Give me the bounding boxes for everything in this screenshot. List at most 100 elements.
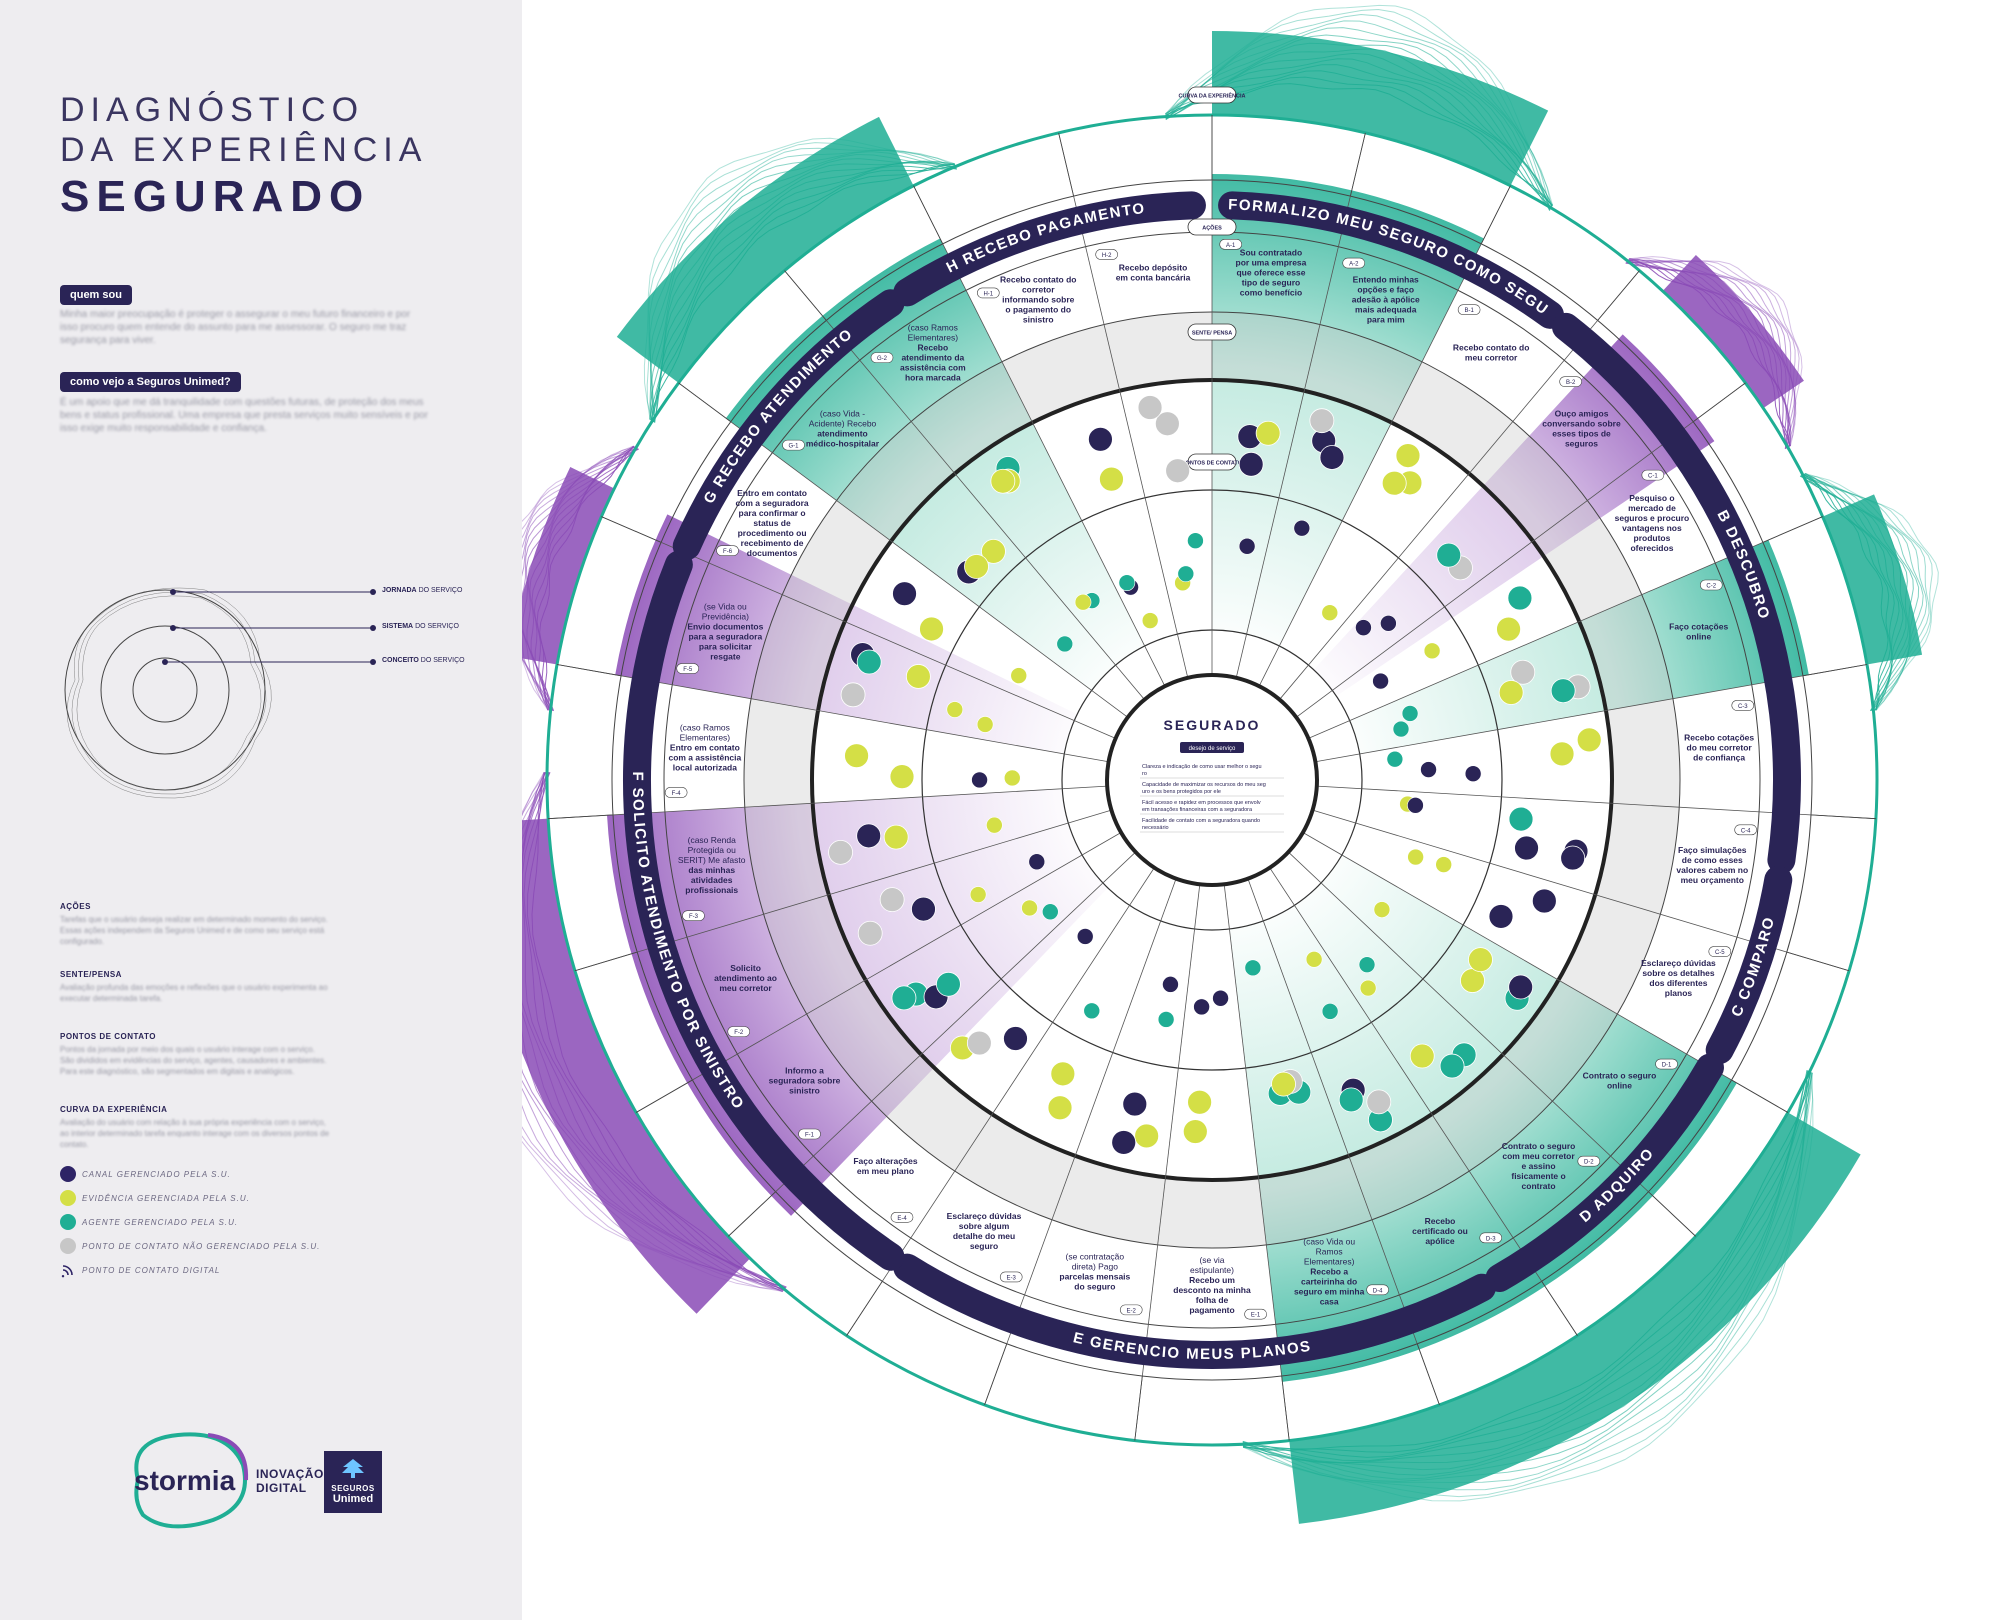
- mini-concentric-diagram: [64, 587, 376, 799]
- phase-bar: [893, 1253, 1496, 1369]
- action-text: Entro em contato: [737, 488, 807, 498]
- outer-divider: [1597, 270, 1640, 321]
- center-item-cont: uro e os bens protegidos por ele: [1142, 789, 1221, 795]
- touchpoint-dot: [1373, 901, 1391, 918]
- touchpoint-dot: [1381, 470, 1407, 496]
- outer-divider: [1802, 664, 1867, 677]
- action-text: com a assistência: [668, 752, 741, 762]
- legend-dot-teal: [60, 1214, 76, 1230]
- curve-fill: [1822, 494, 1923, 665]
- touchpoint-dot: [1154, 411, 1180, 437]
- action-text: desconto na minha: [1173, 1285, 1251, 1295]
- touchpoint-dot: [1118, 574, 1136, 592]
- touchpoint-dot: [1507, 585, 1533, 611]
- action-text: do seguro: [1074, 1281, 1115, 1291]
- touchpoint-dot: [1321, 1003, 1339, 1020]
- action-code: C-2: [1699, 579, 1723, 591]
- svg-text:C-1: C-1: [1648, 474, 1658, 480]
- svg-text:F-5: F-5: [683, 667, 693, 673]
- action-text: Entro em contato: [670, 742, 740, 752]
- center-item: Capacidade de maximizar os recursos do m…: [1142, 782, 1266, 788]
- action-text: Recebo: [917, 343, 948, 353]
- action-text: Entendo minhas: [1353, 275, 1419, 285]
- action-text: (se Vida ou: [704, 601, 747, 611]
- legend-dot-gray: [60, 1238, 76, 1254]
- action-text: Sou contratado: [1240, 247, 1302, 257]
- curve-fill: [522, 467, 615, 665]
- center-sub: desejo de serviço: [1189, 746, 1236, 752]
- action-text: (se contratação: [1066, 1251, 1125, 1261]
- section-curva-heading: CURVA DA EXPERIÊNCIA: [60, 1105, 168, 1114]
- action-code: C-5: [1708, 946, 1732, 957]
- action-text: Elementares): [1304, 1256, 1355, 1266]
- svg-text:E-4: E-4: [897, 1216, 907, 1222]
- action-code: G-1: [782, 439, 805, 451]
- sidebar: DIAGNÓSTICO DA EXPERIÊNCIA SEGURADO quem…: [0, 0, 522, 1620]
- curve-line: [522, 446, 636, 712]
- touchpoint-dot: [892, 581, 917, 607]
- action-text: SERIT) Me afasto: [678, 855, 746, 865]
- touchpoint-dot: [1488, 904, 1514, 929]
- touchpoint-dot: [1358, 956, 1376, 973]
- action-text: Pesquiso o: [1629, 493, 1674, 503]
- touchpoint-dot: [889, 764, 915, 790]
- touchpoint-dot: [1255, 420, 1281, 446]
- outer-divider: [1762, 516, 1823, 543]
- action-text: Ouço amigos: [1555, 408, 1609, 418]
- action-text: detalhe do meu: [953, 1231, 1015, 1241]
- touchpoint-dot: [1003, 1026, 1028, 1051]
- svg-text:F-6: F-6: [723, 549, 733, 555]
- touchpoint-dot: [1407, 848, 1424, 866]
- touchpoint-dot: [1355, 619, 1372, 636]
- action-text: mais adequada: [1355, 305, 1417, 315]
- touchpoint-dot: [1141, 612, 1159, 629]
- como-vejo-text: É um apoio que me dá tranquilidade com q…: [60, 397, 428, 434]
- action-text: com meu corretor: [1502, 1151, 1575, 1161]
- touchpoint-dot: [966, 1030, 992, 1056]
- touchpoint-dot: [1056, 635, 1074, 653]
- wifi-icon: [61, 1265, 73, 1278]
- touchpoint-dot: [857, 920, 883, 946]
- action-text: atividades: [691, 875, 733, 885]
- action-text: opções e faço: [1357, 285, 1414, 295]
- curve-line: [1804, 473, 1933, 711]
- touchpoint-dot: [1137, 395, 1163, 420]
- action-text: Faço cotações: [1669, 621, 1728, 631]
- action-text: procedimento ou: [738, 528, 807, 538]
- action-text: sinistro: [789, 1085, 820, 1095]
- outer-divider: [1786, 951, 1850, 972]
- action-text: mercado de: [1628, 503, 1676, 513]
- action-text: Esclareço dúvidas: [947, 1211, 1022, 1221]
- action-code: F-2: [727, 1026, 751, 1037]
- section-pontos-heading: PONTOS DE CONTATO: [60, 1032, 156, 1041]
- action-text: dos diferentes: [1649, 978, 1707, 988]
- title-line-1: DIAGNÓSTICO: [60, 91, 365, 129]
- outer-divider: [1058, 132, 1075, 197]
- action-code: D-4: [1366, 1284, 1389, 1296]
- action-text: atendimento: [817, 428, 868, 438]
- touchpoint-dot: [1423, 642, 1441, 660]
- ring-label: SENTE/ PENSA: [1192, 331, 1232, 337]
- svg-text:H-1: H-1: [983, 291, 993, 297]
- action-text: casa: [1320, 1296, 1339, 1306]
- action-text: (caso Vida -: [820, 408, 865, 418]
- touchpoint-dot: [976, 716, 994, 733]
- outer-divider: [728, 1191, 776, 1237]
- center-item-cont: em transações financeiras com a segurado…: [1142, 807, 1253, 813]
- action-text: sinistro: [1023, 315, 1054, 325]
- touchpoint-dot: [1407, 797, 1424, 814]
- center-title: SEGURADO: [1164, 717, 1261, 733]
- action-code: F-5: [676, 663, 700, 674]
- ring-label: PONTOS DE CONTATO: [1182, 461, 1243, 467]
- action-text: status de: [753, 518, 791, 528]
- touchpoint-dot: [1338, 1087, 1364, 1113]
- action-text: online: [1607, 1080, 1632, 1090]
- touchpoint-dot: [1238, 537, 1256, 555]
- center-item: Fácil acesso e rapidez em processos que …: [1142, 800, 1261, 806]
- action-text: planos: [1665, 988, 1693, 998]
- curve-line: [1802, 474, 1939, 711]
- action-text: assistência com: [900, 363, 966, 373]
- action-code: H-2: [1095, 249, 1118, 260]
- action-text: Recebo contato do: [1000, 275, 1077, 285]
- action-code: D-2: [1577, 1155, 1601, 1167]
